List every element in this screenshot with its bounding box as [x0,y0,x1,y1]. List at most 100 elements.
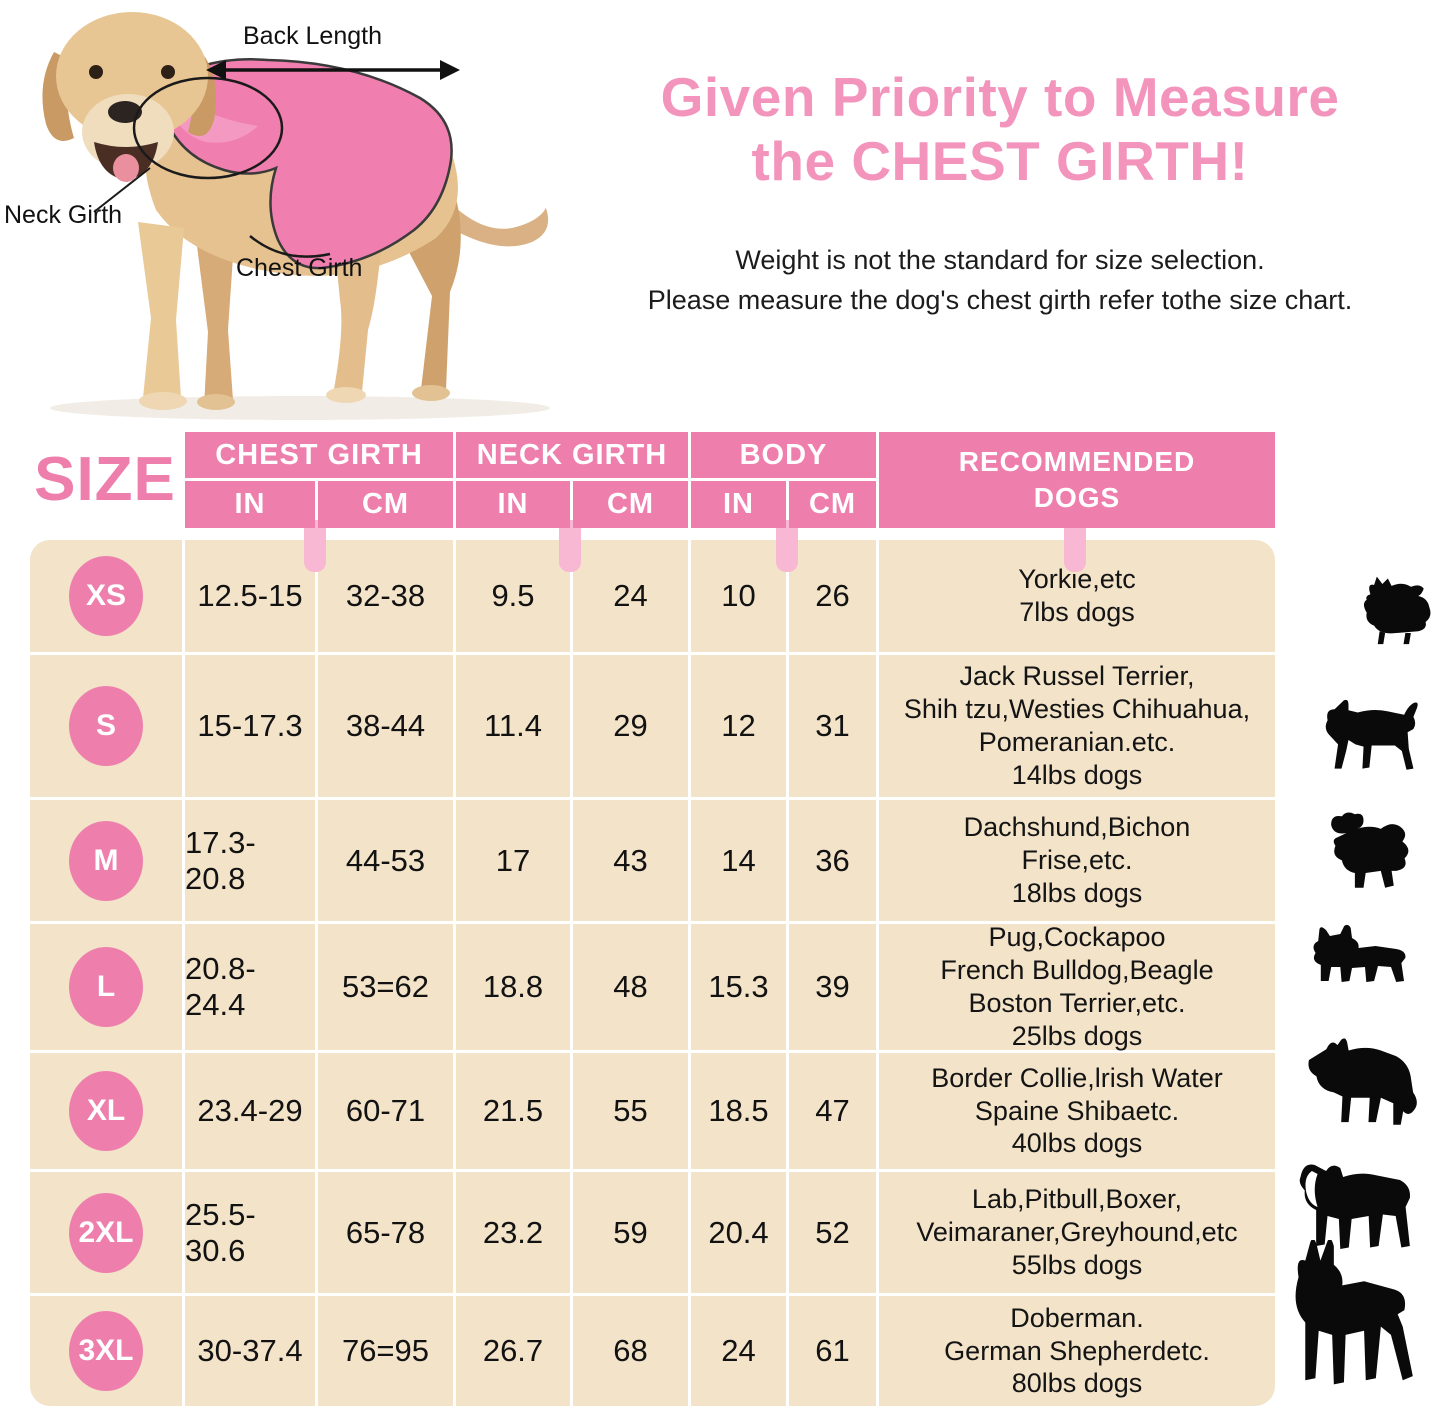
dogs-line: Pomeranian.etc. [978,727,1176,757]
table-row-label: 2XL [30,1172,182,1293]
size-badge: XL [69,1071,143,1151]
chest-in-value: 15-17.3 [185,655,315,797]
recommended-dogs-cell: Border Collie,lrish Water Spaine Shibaet… [879,1053,1275,1169]
body-header: BODY [691,432,876,478]
table-row-label: 3XL [30,1296,182,1406]
neck-cm-value: 43 [573,800,688,921]
body-in-value: 24 [691,1296,786,1406]
bichon-frise-icon [1331,812,1409,888]
neck-in-value: 26.7 [456,1296,570,1406]
chest-girth-label: Chest Girth [236,254,363,282]
size-badge: XS [69,556,143,636]
recommended-dogs-header: RECOMMENDED DOGS [879,432,1275,528]
neck-cm-value: 59 [573,1172,688,1293]
dogs-line: 40lbs dogs [1011,1128,1143,1159]
body-in-value: 14 [691,800,786,921]
table-row-label: XS [30,540,182,652]
body-in-value: 12 [691,655,786,797]
body-cm-value: 39 [789,924,876,1050]
body-in-value: 15.3 [691,924,786,1050]
chest-cm-value: 32-38 [318,540,453,652]
recommended-dogs-cell: Pug,Cockapoo French Bulldog,Beagle Bosto… [879,922,1275,1051]
dogs-line: Dachshund,Bichon [963,812,1191,843]
chest-in-value: 12.5-15 [185,540,315,652]
title-block: Given Priority to Measure the CHEST GIRT… [555,66,1445,321]
title-line-1: Given Priority to Measure [660,66,1340,128]
recommended-dogs-cell: Doberman. German Shepherdetc. 80lbs dogs [879,1296,1275,1406]
chest-girth-header: CHEST GIRTH [185,432,453,478]
recommended-dogs-cell: Lab,Pitbull,Boxer, Veimaraner,Greyhound,… [879,1172,1275,1293]
body-cm-value: 26 [789,540,876,652]
neck-in-header: IN [456,481,570,528]
chest-cm-header: CM [318,481,453,528]
size-badge: M [69,820,143,901]
body-cm-value: 52 [789,1172,876,1293]
chest-girth-line [249,235,331,258]
dogs-line: French Bulldog,Beagle [940,955,1214,986]
note-line-2: Please measure the dog's chest girth ref… [647,285,1353,316]
recommended-line-2: DOGS [1033,482,1121,513]
table-row-label: XL [30,1053,182,1169]
neck-cm-value: 48 [573,924,688,1050]
neck-cm-value: 68 [573,1296,688,1406]
border-collie-icon [1308,1038,1417,1125]
back-length-label: Back Length [243,22,382,50]
neck-in-value: 9.5 [456,540,570,652]
size-badge: 3XL [69,1311,143,1391]
doberman-icon [1295,1240,1413,1385]
dogs-line: 18lbs dogs [1011,877,1143,908]
body-cm-value: 36 [789,800,876,921]
neck-in-value: 23.2 [456,1172,570,1293]
size-badge: L [69,947,143,1027]
yorkie-icon [1363,576,1431,645]
table-header: CHEST GIRTH NECK GIRTH BODY RECOMMENDED … [185,432,1275,528]
body-in-value: 18.5 [691,1053,786,1169]
page-title: Given Priority to Measure the CHEST GIRT… [555,66,1445,194]
dogs-line: Boston Terrier,etc. [968,988,1186,1018]
body-cm-value: 47 [789,1053,876,1169]
dogs-line: Pug,Cockapoo [988,922,1166,953]
dogs-line: 25lbs dogs [1011,1020,1143,1051]
back-length-arrow [206,60,460,80]
dog-photo [42,12,550,420]
chest-cm-value: 76=95 [318,1296,453,1406]
recommended-dogs-cell: Jack Russel Terrier, Shih tzu,Westies Ch… [879,655,1275,797]
chest-in-value: 23.4-29 [185,1053,315,1169]
dogs-line: Jack Russel Terrier, [959,661,1195,692]
body-cm-value: 61 [789,1296,876,1406]
body-in-header: IN [691,481,786,528]
neck-cm-value: 55 [573,1053,688,1169]
neck-cm-value: 24 [573,540,688,652]
size-column-title: SIZE [34,444,176,514]
dogs-line: Veimaraner,Greyhound,etc [916,1217,1238,1248]
chest-in-value: 25.5-30.6 [185,1172,315,1293]
title-line-2: the CHEST GIRTH! [751,129,1249,192]
neck-in-value: 11.4 [456,655,570,797]
body-cm-value: 31 [789,655,876,797]
dogs-line: Shih tzu,Westies Chihuahua, [903,694,1251,725]
jack-russell-terrier-icon [1325,699,1418,770]
chest-cm-value: 60-71 [318,1053,453,1169]
dogs-line: 80lbs dogs [1011,1368,1143,1399]
chest-cm-value: 53=62 [318,924,453,1050]
size-badge: S [69,686,143,766]
neck-girth-label: Neck Girth [4,201,123,229]
dogs-line: 55lbs dogs [1011,1249,1143,1280]
dogs-line: 14lbs dogs [1011,759,1143,790]
neck-in-value: 21.5 [456,1053,570,1169]
body-cm-header: CM [789,481,876,528]
neck-cm-header: CM [573,481,688,528]
chest-in-value: 30-37.4 [185,1296,315,1406]
chest-cm-value: 65-78 [318,1172,453,1293]
dogs-line: Border Collie,lrish Water [931,1062,1223,1093]
table-row-label: S [30,655,182,797]
chest-cm-value: 38-44 [318,655,453,797]
dogs-line: Spaine Shibaetc. [974,1095,1180,1126]
neck-girth-line [132,76,284,180]
neck-girth-header: NECK GIRTH [456,432,688,478]
note-line-1: Weight is not the standard for size sele… [735,244,1265,275]
chest-in-value: 17.3-20.8 [185,800,315,921]
dogs-line: 7lbs dogs [1019,597,1135,627]
recommended-line-1: RECOMMENDED [958,445,1196,477]
pink-vest [158,58,453,270]
